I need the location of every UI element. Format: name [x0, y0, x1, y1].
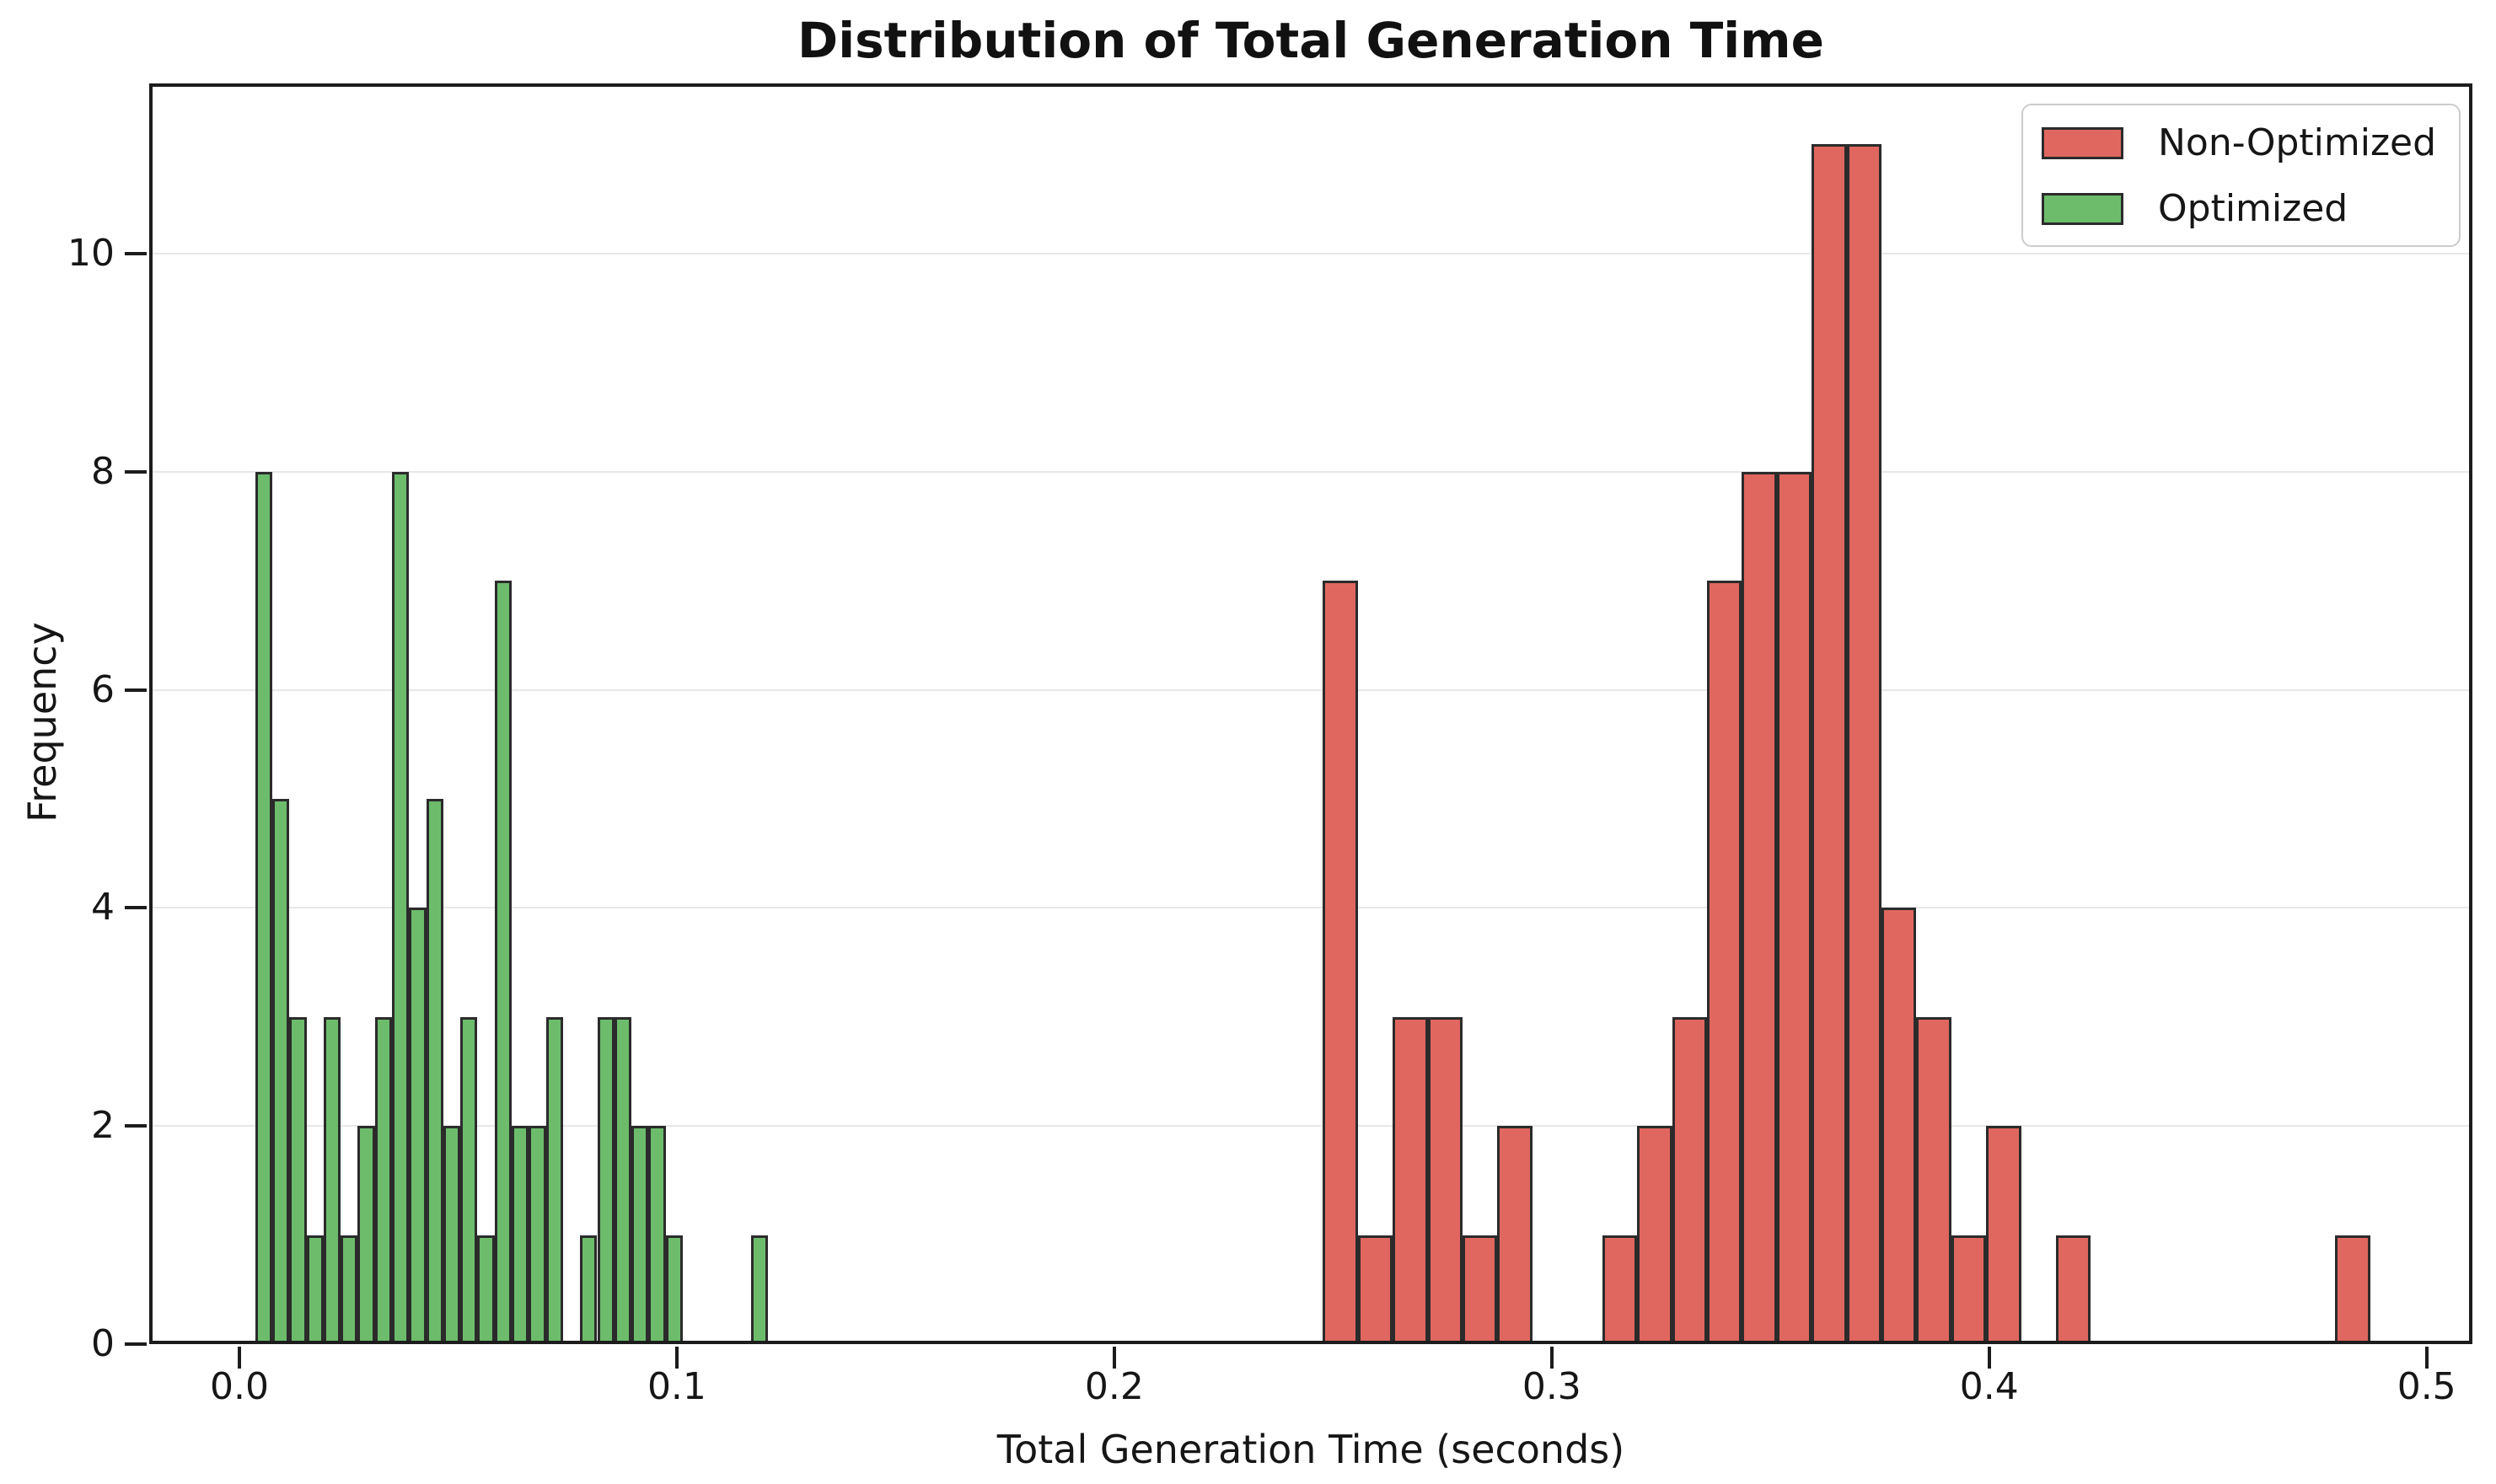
x-tick-label-0.3: 0.3 [1522, 1365, 1581, 1408]
histogram-bar-optimized-4 [323, 1016, 341, 1344]
y-tick-6 [125, 688, 147, 692]
histogram-bar-non-optimized-8 [1602, 1235, 1638, 1344]
histogram-bar-optimized-13 [477, 1235, 495, 1344]
y-tick-label-2: 2 [91, 1104, 115, 1148]
top-spine [149, 83, 2472, 87]
histogram-bar-optimized-6 [357, 1126, 375, 1344]
x-axis-label: Total Generation Time (seconds) [996, 1427, 1625, 1472]
histogram-bar-optimized-24 [665, 1235, 683, 1344]
y-tick-10 [125, 251, 147, 255]
histogram-bar-non-optimized-0 [1323, 581, 1358, 1344]
legend: Non-Optimized Optimized [2021, 104, 2461, 247]
x-tick-0.1 [674, 1347, 679, 1369]
y-tick-label-10: 10 [67, 231, 115, 275]
y-tick-label-8: 8 [91, 449, 115, 493]
histogram-bar-optimized-7 [374, 1016, 392, 1344]
legend-item-non-optimized: Non-Optimized [2023, 110, 2459, 176]
histogram-bar-optimized-29 [751, 1235, 769, 1344]
histogram-bar-non-optimized-15 [1846, 144, 1881, 1344]
histogram-bar-optimized-19 [580, 1235, 598, 1344]
y-tick-label-4: 4 [91, 886, 115, 930]
gridline-y-4 [149, 907, 2472, 909]
y-tick-label-0: 0 [91, 1322, 115, 1365]
legend-swatch-non-optimized [2042, 127, 2123, 159]
histogram-bar-non-optimized-5 [1497, 1126, 1532, 1344]
histogram-bar-non-optimized-9 [1637, 1126, 1672, 1344]
histogram-bar-non-optimized-2 [1393, 1016, 1428, 1344]
histogram-bar-optimized-5 [341, 1235, 358, 1344]
histogram-bar-non-optimized-4 [1463, 1235, 1498, 1344]
histogram-bar-non-optimized-17 [1916, 1016, 1951, 1344]
histogram-bar-non-optimized-16 [1881, 908, 1917, 1344]
x-tick-label-0.2: 0.2 [1084, 1365, 1144, 1408]
histogram-bar-non-optimized-11 [1706, 581, 1742, 1344]
histogram-bar-non-optimized-1 [1357, 1235, 1393, 1344]
histogram-bar-optimized-20 [597, 1016, 615, 1344]
histogram-bar-optimized-8 [392, 471, 410, 1344]
histogram-bar-optimized-2 [289, 1016, 307, 1344]
y-tick-4 [125, 906, 147, 910]
y-tick-2 [125, 1124, 147, 1128]
legend-label-non-optimized: Non-Optimized [2158, 121, 2437, 164]
legend-label-optimized: Optimized [2158, 187, 2348, 230]
x-tick-label-0.1: 0.1 [647, 1365, 706, 1408]
right-spine [2469, 83, 2472, 1344]
histogram-bar-optimized-12 [460, 1016, 478, 1344]
x-tick-label-0.0: 0.0 [210, 1365, 269, 1408]
histogram-bar-non-optimized-19 [1986, 1126, 2021, 1344]
gridline-y-6 [149, 688, 2472, 691]
x-tick-label-0.5: 0.5 [2397, 1365, 2456, 1408]
gridline-y-8 [149, 470, 2472, 473]
x-tick-0.3 [1549, 1347, 1554, 1369]
chart-title: Distribution of Total Generation Time [797, 12, 1824, 69]
legend-item-optimized: Optimized [2023, 176, 2459, 242]
x-axis-spine [149, 1341, 2472, 1344]
histogram-bar-non-optimized-14 [1812, 144, 1847, 1344]
histogram-bar-optimized-0 [255, 471, 272, 1344]
histogram-bar-optimized-22 [631, 1126, 649, 1344]
legend-swatch-optimized [2042, 193, 2123, 225]
histogram-bar-non-optimized-13 [1776, 471, 1812, 1344]
y-axis-spine [149, 83, 153, 1344]
gridline-y-2 [149, 1125, 2472, 1128]
x-tick-0.0 [238, 1347, 241, 1369]
y-tick-label-6: 6 [91, 667, 115, 711]
histogram-bar-optimized-15 [512, 1126, 529, 1344]
histogram-bar-optimized-23 [648, 1126, 666, 1344]
histogram-bar-optimized-3 [306, 1235, 324, 1344]
histogram-bar-non-optimized-21 [2056, 1235, 2091, 1344]
plot-area: Non-Optimized Optimized [149, 83, 2472, 1344]
x-tick-0.5 [2424, 1347, 2429, 1369]
y-axis-label: Frequency [19, 622, 65, 822]
x-tick-0.4 [1987, 1347, 1991, 1369]
histogram-bar-optimized-21 [614, 1016, 632, 1344]
histogram-bar-non-optimized-10 [1672, 1016, 1707, 1344]
histogram-bar-non-optimized-18 [1951, 1235, 1987, 1344]
x-tick-0.2 [1112, 1347, 1116, 1369]
histogram-bar-optimized-10 [426, 798, 443, 1344]
histogram-bar-optimized-9 [409, 908, 427, 1344]
histogram-bar-optimized-1 [271, 798, 290, 1344]
histogram-bar-non-optimized-12 [1742, 471, 1777, 1344]
histogram-bar-optimized-14 [494, 581, 513, 1344]
histogram-bar-optimized-17 [545, 1016, 563, 1344]
histogram-bar-non-optimized-29 [2335, 1235, 2370, 1344]
y-tick-8 [125, 469, 147, 474]
histogram-bar-optimized-16 [529, 1126, 546, 1344]
histogram-bar-optimized-11 [443, 1126, 461, 1344]
y-tick-0 [125, 1342, 147, 1346]
gridline-y-10 [149, 252, 2472, 254]
x-tick-label-0.4: 0.4 [1959, 1365, 2019, 1408]
histogram-bar-non-optimized-3 [1427, 1016, 1463, 1344]
